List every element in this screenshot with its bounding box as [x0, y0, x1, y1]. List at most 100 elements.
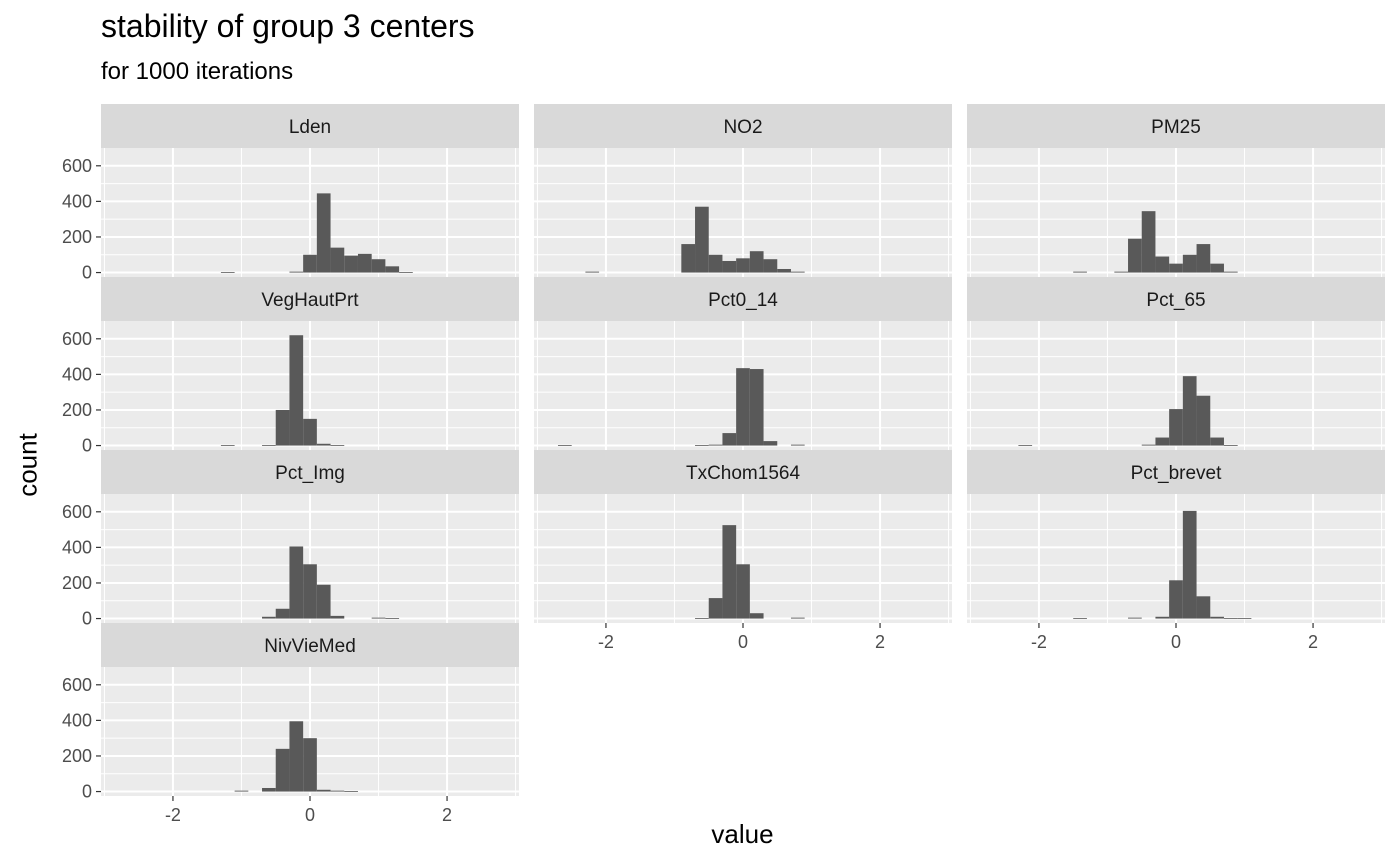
histogram-bar: [303, 564, 317, 619]
y-tick-label: 600: [62, 675, 92, 695]
histogram-bar: [330, 790, 345, 792]
histogram-bar: [1182, 254, 1197, 273]
histogram-bar: [1155, 256, 1170, 273]
histogram-bar: [357, 253, 372, 273]
histogram-bar: [1141, 211, 1156, 273]
histogram-bar: [316, 584, 331, 619]
histogram-bar: [385, 266, 400, 273]
histogram-bar: [1223, 445, 1238, 446]
histogram-bar: [330, 615, 345, 619]
y-tick-label: 200: [62, 227, 92, 247]
y-tick-label: 0: [82, 263, 92, 283]
facet-strip: [101, 623, 519, 667]
histogram-bar: [1223, 271, 1238, 273]
x-tick-label: -2: [165, 805, 181, 825]
histogram-bar: [289, 271, 304, 273]
histogram-bar: [275, 409, 290, 446]
histogram-bar: [289, 546, 304, 619]
histogram-bar: [722, 260, 737, 273]
y-tick-label: 600: [62, 502, 92, 522]
histogram-bar: [708, 444, 723, 446]
histogram-bar: [289, 721, 304, 792]
histogram-bar: [371, 617, 386, 619]
histogram-bar: [708, 254, 723, 273]
histogram-bar: [1196, 596, 1211, 619]
y-tick-label: 400: [62, 364, 92, 384]
histogram-bar: [303, 254, 317, 273]
facet-strip: [967, 277, 1385, 321]
histogram-bar: [262, 787, 276, 792]
histogram-bar: [371, 259, 386, 273]
x-tick-label: 2: [442, 805, 452, 825]
histogram-bar: [330, 445, 345, 446]
histogram-bar: [736, 564, 750, 619]
histogram-bar: [1196, 395, 1211, 446]
x-tick-label: -2: [598, 632, 614, 652]
facet-label: Pct_brevet: [1131, 463, 1223, 484]
facet-label: NivVieMed: [264, 636, 356, 657]
histogram-bar: [681, 244, 696, 273]
histogram-bar: [344, 791, 358, 792]
histogram-bar: [557, 445, 572, 446]
facet-strip: [967, 104, 1385, 148]
y-tick-label: 400: [62, 191, 92, 211]
histogram-bar: [275, 608, 290, 619]
histogram-bar: [1128, 617, 1142, 619]
histogram-bar: [1210, 263, 1224, 273]
y-tick-label: 400: [62, 537, 92, 557]
histogram-bar: [749, 613, 764, 619]
facet-label: PM25: [1151, 117, 1201, 138]
x-tick-label: 2: [875, 632, 885, 652]
histogram-bar: [749, 251, 764, 273]
histogram-bar: [695, 206, 709, 273]
histogram-bar: [722, 525, 737, 619]
histogram-bar: [708, 598, 723, 619]
histogram-bar: [790, 617, 805, 619]
x-tick-label: 0: [1171, 632, 1181, 652]
histogram-bar: [1155, 616, 1170, 619]
facet-label: TxChom1564: [686, 463, 800, 484]
histogram-bar: [1073, 271, 1087, 273]
facet-strip: [967, 450, 1385, 494]
histogram-bar: [303, 738, 317, 792]
histogram-bar: [1182, 510, 1197, 619]
histogram-bar: [585, 271, 600, 273]
histogram-bar: [722, 433, 737, 446]
histogram-bar: [1196, 244, 1211, 273]
x-tick-label: 2: [1308, 632, 1318, 652]
chart-subtitle: for 1000 iterations: [101, 58, 294, 85]
facet-label: Pct_65: [1146, 290, 1205, 311]
histogram-bar: [1073, 618, 1087, 619]
facet-label: Pct_Img: [275, 463, 345, 484]
chart-title: stability of group 3 centers: [101, 8, 475, 44]
histogram-bar: [262, 445, 276, 446]
histogram-bar: [234, 790, 249, 792]
facet-strip: [534, 277, 952, 321]
histogram-bar: [763, 441, 778, 446]
x-tick-label: -2: [1031, 632, 1047, 652]
histogram-bar: [695, 445, 709, 446]
facet-label: Lden: [289, 117, 331, 138]
histogram-bar: [220, 445, 235, 446]
histogram-bar: [749, 369, 764, 446]
histogram-bar: [736, 258, 750, 273]
histogram-bar: [220, 272, 235, 273]
histogram-bar: [695, 618, 709, 619]
histogram-bar: [316, 789, 331, 792]
histogram-bar: [1237, 618, 1252, 619]
histogram-bar: [275, 748, 290, 792]
histogram-bar: [316, 193, 331, 273]
histogram-bar: [1169, 580, 1183, 619]
histogram-bar: [1169, 263, 1183, 273]
x-tick-label: 0: [738, 632, 748, 652]
histogram-bar: [303, 418, 317, 446]
y-tick-label: 0: [82, 782, 92, 802]
histogram-bar: [344, 255, 358, 273]
histogram-bar: [1128, 238, 1142, 273]
histogram-bar: [1223, 618, 1238, 619]
x-tick-label: 0: [305, 805, 315, 825]
y-tick-label: 200: [62, 573, 92, 593]
histogram-bar: [790, 271, 805, 273]
histogram-bar: [1018, 445, 1033, 446]
